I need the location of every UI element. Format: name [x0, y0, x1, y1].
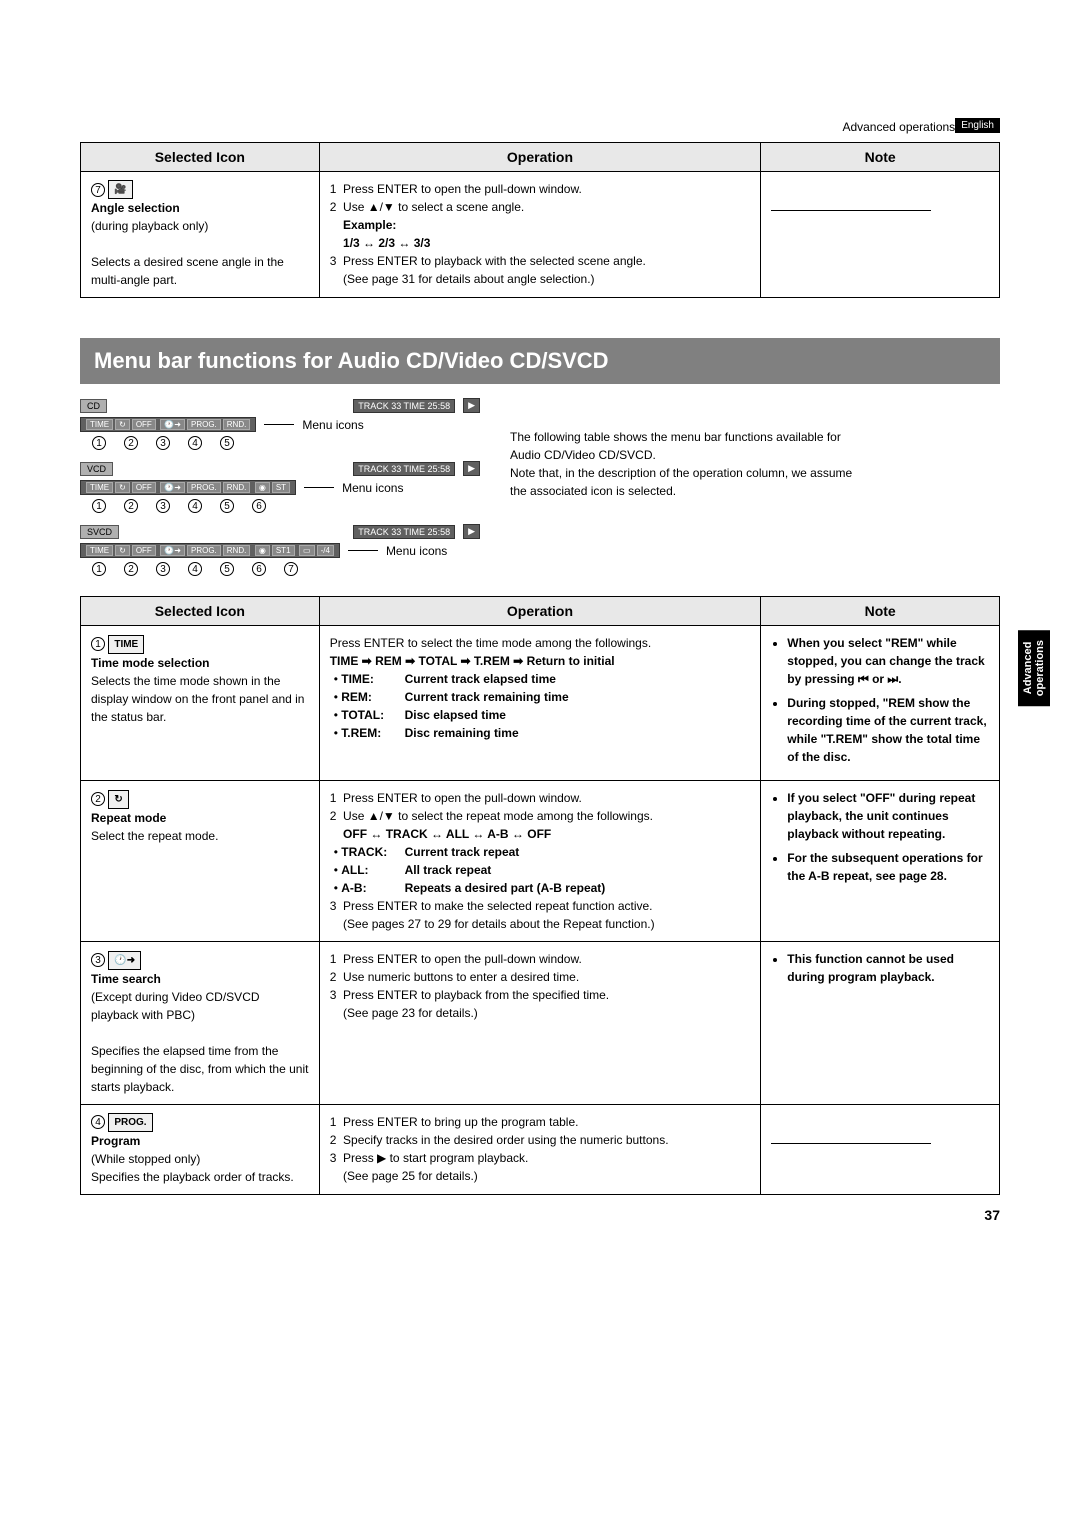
- cd-caption: Menu icons: [302, 418, 363, 432]
- repeat-icon: ↻: [108, 790, 128, 809]
- repeat-note2: For the subsequent operations for the A-…: [787, 849, 989, 885]
- time-op-intro: Press ENTER to select the time mode amon…: [330, 636, 651, 650]
- repeat-seq: OFF ↔ TRACK ↔ ALL ↔ A-B ↔ OFF: [343, 827, 551, 841]
- section-title: Menu bar functions for Audio CD/Video CD…: [80, 338, 1000, 384]
- program-subtitle: (While stopped only): [91, 1152, 200, 1166]
- seg-off: OFF: [132, 419, 156, 430]
- time-title: Time mode selection: [91, 656, 209, 670]
- play-icon: ▶: [463, 461, 480, 476]
- table2-header-note: Note: [761, 597, 1000, 626]
- side-tab-line2: operations: [1034, 640, 1046, 696]
- svcd-label: SVCD: [80, 525, 119, 539]
- timesearch-note1: This function cannot be used during prog…: [787, 950, 989, 986]
- table1-header-icon: Selected Icon: [81, 143, 320, 172]
- angle-op2a: Use: [343, 200, 368, 214]
- table-row: 3 🕐➜ Time search (Except during Video CD…: [81, 942, 1000, 1104]
- vcd-strip: TIME↻OFF 🕐➜PROG.RND. ◉ST: [80, 480, 296, 495]
- table1-header-operation: Operation: [319, 143, 761, 172]
- repeat-title: Repeat mode: [91, 811, 166, 825]
- seg-repeat: ↻: [115, 419, 130, 430]
- vcd-label: VCD: [80, 462, 113, 476]
- timesearch-desc: Specifies the elapsed time from the begi…: [91, 1044, 308, 1094]
- timesearch-icon: 🕐➜: [108, 951, 141, 970]
- vcd-caption: Menu icons: [342, 481, 403, 495]
- side-tab-line1: Advanced: [1022, 640, 1034, 696]
- functions-table: Selected Icon Operation Note 1 TIME Time…: [80, 596, 1000, 1195]
- seg-prog: PROG.: [187, 419, 221, 430]
- program-see: (See page 25 for details.): [343, 1169, 478, 1183]
- vcd-trackinfo: TRACK 33 TIME 25:58: [353, 462, 455, 476]
- svcd-strip: TIME↻OFF 🕐➜PROG.RND. ◉ST1 ▭-/4: [80, 543, 340, 558]
- time-note1: When you select "REM" while stopped, you…: [787, 634, 989, 688]
- row-number: 4: [91, 1115, 105, 1129]
- program-op2: Specify tracks in the desired order usin…: [343, 1133, 669, 1147]
- intro-p2: Note that, in the description of the ope…: [510, 464, 860, 500]
- angle-subtitle: (during playback only): [91, 219, 208, 233]
- timesearch-title: Time search: [91, 972, 161, 986]
- row-number: 7: [91, 183, 105, 197]
- page-number: 37: [80, 1207, 1000, 1223]
- program-icon: PROG.: [108, 1113, 152, 1132]
- angle-title: Angle selection: [91, 201, 180, 215]
- timesearch-see: (See page 23 for details.): [343, 1006, 478, 1020]
- angle-desc: Selects a desired scene angle in the mul…: [91, 255, 284, 287]
- time-desc: Selects the time mode shown in the displ…: [91, 674, 304, 724]
- repeat-note1: If you select "OFF" during repeat playba…: [787, 789, 989, 843]
- time-icon: TIME: [108, 635, 144, 654]
- cd-label: CD: [80, 399, 107, 413]
- program-desc: Specifies the playback order of tracks.: [91, 1170, 294, 1184]
- svcd-caption: Menu icons: [386, 544, 447, 558]
- time-note2: During stopped, "REM show the recording …: [787, 694, 989, 766]
- play-icon: ▶: [463, 524, 480, 539]
- timesearch-op2: Use numeric buttons to enter a desired t…: [343, 970, 579, 984]
- header-section-label: Advanced operations: [80, 120, 1000, 134]
- angle-icon: 🎥: [108, 180, 132, 199]
- language-badge: English: [955, 118, 1000, 133]
- example-text: 1/3 ↔ 2/3 ↔ 3/3: [343, 236, 430, 250]
- time-op-seq: TIME ➡ REM ➡ TOTAL ➡ T.REM ➡ Return to i…: [330, 654, 615, 668]
- intro-text: The following table shows the menu bar f…: [510, 398, 860, 576]
- angle-selection-cell-op: 1 Press ENTER to open the pull-down wind…: [319, 172, 761, 298]
- program-title: Program: [91, 1134, 140, 1148]
- repeat-desc: Select the repeat mode.: [91, 829, 218, 843]
- seg-timesearch: 🕐➜: [160, 419, 185, 430]
- timesearch-op3: Press ENTER to playback from the specifi…: [343, 988, 609, 1002]
- cd-trackinfo: TRACK 33 TIME 25:58: [353, 399, 455, 413]
- row-number: 1: [91, 637, 105, 651]
- angle-selection-cell-icon: 7 🎥 Angle selection (during playback onl…: [81, 172, 320, 298]
- table-row: 2 ↻ Repeat mode Select the repeat mode. …: [81, 781, 1000, 942]
- seg-time: TIME: [86, 419, 113, 430]
- svcd-trackinfo: TRACK 33 TIME 25:58: [353, 525, 455, 539]
- note-divider: [771, 1143, 931, 1144]
- table1-header-note: Note: [761, 143, 1000, 172]
- angle-selection-table: Selected Icon Operation Note 7 🎥 Angle s…: [80, 142, 1000, 298]
- program-op3: Press ▶ to start program playback.: [343, 1151, 528, 1165]
- cd-strip: TIME↻OFF 🕐➜PROG.RND.: [80, 417, 256, 432]
- angle-op3: Press ENTER to playback with the selecte…: [343, 254, 646, 268]
- note-divider: [771, 210, 931, 211]
- repeat-op3: Press ENTER to make the selected repeat …: [343, 899, 652, 913]
- seg-rnd: RND.: [223, 419, 251, 430]
- program-op1: Press ENTER to bring up the program tabl…: [343, 1115, 578, 1129]
- intro-p1: The following table shows the menu bar f…: [510, 428, 860, 464]
- table-row: 4 PROG. Program (While stopped only) Spe…: [81, 1104, 1000, 1194]
- table2-header-operation: Operation: [319, 597, 761, 626]
- menubar-diagrams: CD TRACK 33 TIME 25:58 ▶ TIME↻OFF 🕐➜PROG…: [80, 398, 480, 576]
- play-icon: ▶: [463, 398, 480, 413]
- angle-op2b: to select a scene angle.: [395, 200, 524, 214]
- timesearch-op1: Press ENTER to open the pull-down window…: [343, 952, 582, 966]
- repeat-op2: Use ▲/▼ to select the repeat mode among …: [343, 809, 653, 823]
- angle-op1: Press ENTER to open the pull-down window…: [343, 182, 582, 196]
- repeat-see: (See pages 27 to 29 for details about th…: [343, 917, 655, 931]
- table2-header-icon: Selected Icon: [81, 597, 320, 626]
- angle-selection-cell-note: [761, 172, 1000, 298]
- angle-see: (See page 31 for details about angle sel…: [343, 272, 595, 286]
- side-tab: Advanced operations: [1018, 630, 1050, 706]
- example-label: Example:: [343, 218, 396, 232]
- row-number: 3: [91, 953, 105, 967]
- table-row: 1 TIME Time mode selection Selects the t…: [81, 626, 1000, 781]
- repeat-op1: Press ENTER to open the pull-down window…: [343, 791, 582, 805]
- timesearch-subtitle: (Except during Video CD/SVCD playback wi…: [91, 990, 260, 1022]
- row-number: 2: [91, 792, 105, 806]
